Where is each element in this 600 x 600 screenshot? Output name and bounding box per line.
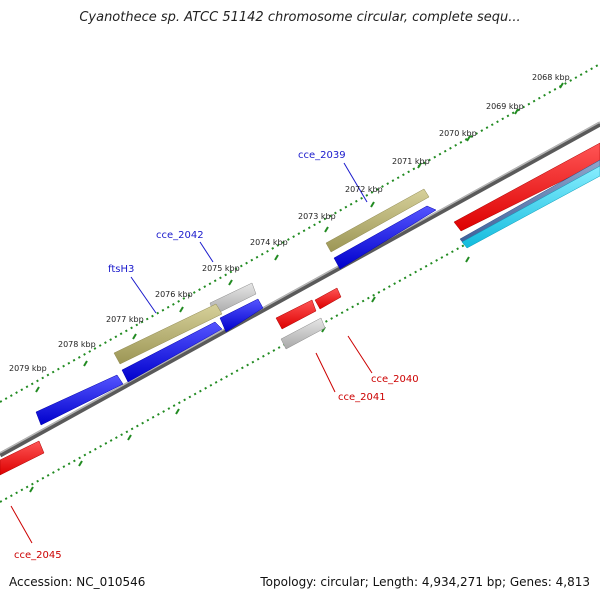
gene-block-right-red [453, 142, 600, 232]
gene-block-cce_2039-blue [333, 205, 437, 270]
scale-label-2073: 2073 kbp [298, 212, 336, 221]
gene-labels: cce_2039 cce_2042 ftsH3 cce_2040 cce_204… [14, 150, 419, 561]
chromosome-backbone [0, 121, 600, 458]
gene-block-cce_2045 [0, 440, 45, 476]
gene-label-cce_2045: cce_2045 [14, 550, 62, 561]
scale-label-2068: 2068 kbp [532, 73, 570, 82]
scale-label-2076: 2076 kbp [155, 290, 193, 299]
label-leader-lines [10, 162, 373, 544]
accession-text: Accession: NC_010546 [9, 575, 146, 589]
map-title: Cyanothece sp. ATCC 51142 chromosome cir… [79, 10, 521, 25]
gene-label-cce_2042: cce_2042 [156, 230, 204, 241]
upper-scale-ticks [35, 82, 564, 393]
gene-label-cce_2041: cce_2041 [338, 392, 386, 403]
gene-blocks [0, 142, 600, 476]
scale-label-2077: 2077 kbp [106, 315, 144, 324]
gene-label-ftsH3: ftsH3 [108, 264, 134, 275]
gene-block-cce_2042-blue [219, 298, 264, 333]
scale-label-2070: 2070 kbp [439, 129, 477, 138]
gene-block-ftsH3 [113, 303, 223, 365]
gene-block-ftsH3-blue [121, 321, 223, 383]
gene-block-cce_2041 [280, 317, 326, 350]
gene-label-cce_2039: cce_2039 [298, 150, 346, 161]
scale-label-2072: 2072 kbp [345, 185, 383, 194]
scale-label-2071: 2071 kbp [392, 157, 430, 166]
gene-block-cce_2040 [314, 287, 342, 310]
gene-block-cce_2040b [275, 299, 317, 330]
scale-label-2079: 2079 kbp [9, 364, 47, 373]
gene-label-cce_2040: cce_2040 [371, 374, 419, 385]
upper-scale-track [0, 63, 600, 403]
gene-block-left-blue [35, 374, 124, 426]
scale-label-2074: 2074 kbp [250, 238, 288, 247]
scale-label-2075: 2075 kbp [202, 264, 240, 273]
gene-block-right-cyan [461, 165, 600, 249]
gene-block-cce_2039 [325, 188, 430, 253]
scale-labels: 2068 kbp 2069 kbp 2070 kbp 2071 kbp 2072… [9, 73, 570, 373]
scale-label-2069: 2069 kbp [486, 102, 524, 111]
topology-text: Topology: circular; Length: 4,934,271 bp… [260, 575, 590, 589]
scale-label-2078: 2078 kbp [58, 340, 96, 349]
